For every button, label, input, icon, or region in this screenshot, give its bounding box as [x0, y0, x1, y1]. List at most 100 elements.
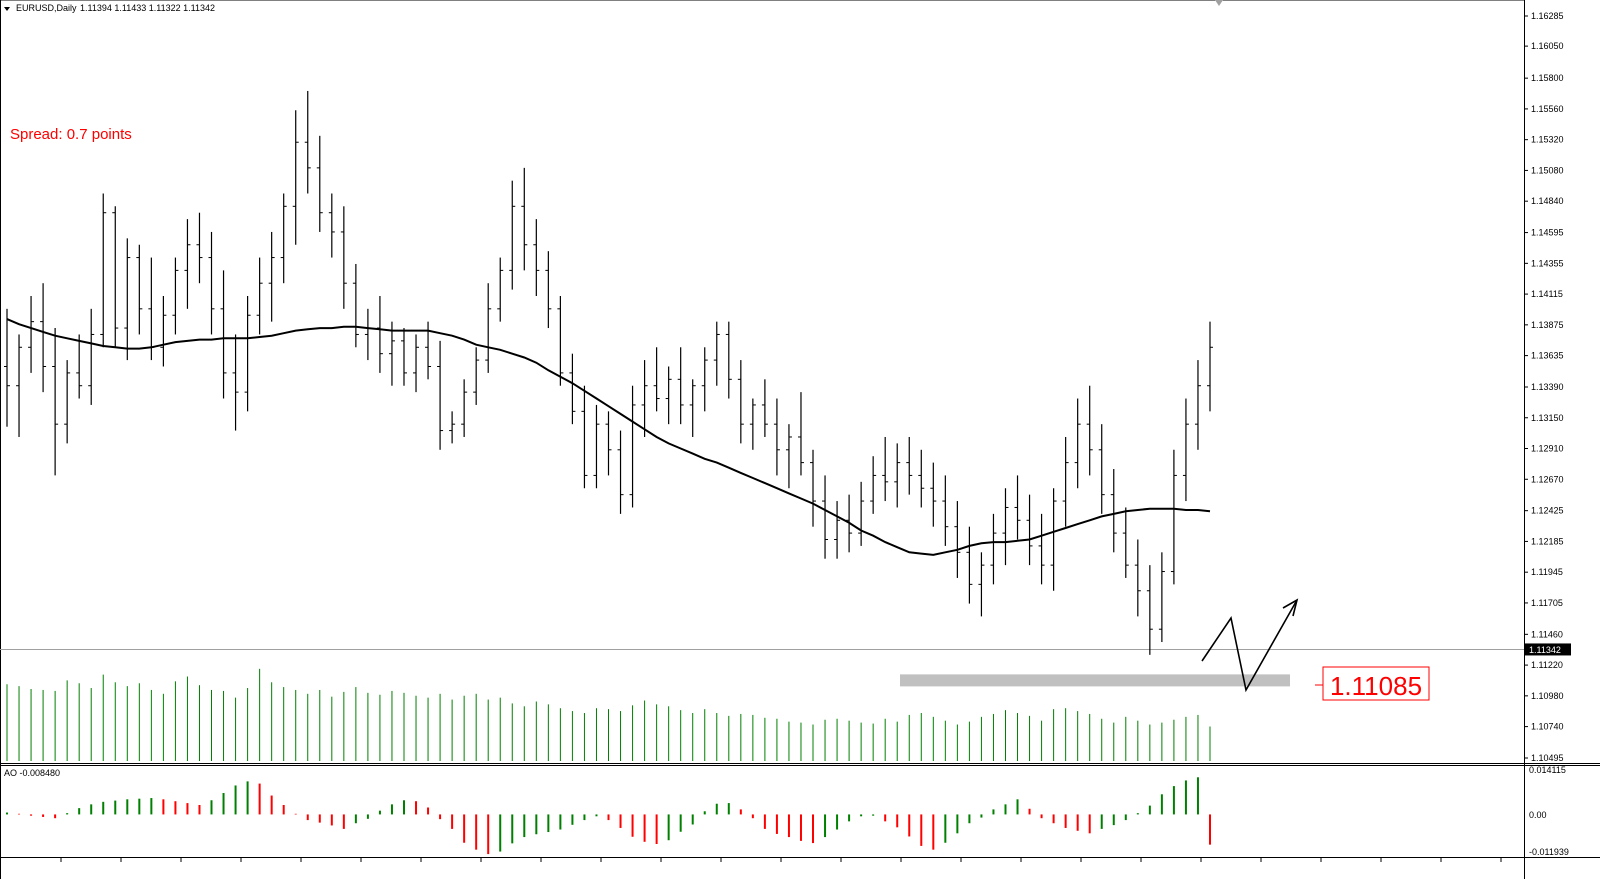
ohlc-bar — [1038, 513, 1045, 585]
ohlc-bar — [641, 360, 648, 437]
indicator-label: AO -0.008480 — [4, 768, 60, 778]
ohlc-bar — [100, 193, 107, 348]
ohlc-bar — [882, 436, 889, 502]
ohlc-bar — [485, 283, 492, 373]
ohlc-bar — [1014, 475, 1021, 540]
ohlc-bar — [256, 257, 263, 335]
price-axis-label: 1.13635 — [1531, 351, 1564, 361]
ohlc-bar — [545, 251, 552, 329]
price-axis-label: 1.14355 — [1531, 258, 1564, 268]
ohlc-bar — [978, 552, 985, 617]
current-price-line: 1.11342 — [0, 643, 1571, 656]
ohlc-bar — [1122, 507, 1129, 578]
price-axis-label: 1.10495 — [1531, 753, 1564, 763]
time-axis[interactable] — [60, 857, 1502, 862]
ao-scale-top: 0.014115 — [1529, 765, 1566, 775]
forecast-arrow-head — [1282, 598, 1299, 617]
ao-bars — [6, 777, 1211, 855]
ohlc-bar — [497, 257, 504, 322]
ohlc-bar — [617, 430, 624, 514]
shift-marker-icon[interactable] — [1215, 0, 1223, 6]
indicator-panel: AO -0.008480 0.014115 0.00 -0.011939 — [4, 765, 1569, 857]
ohlc-bar — [244, 296, 251, 412]
current-price-badge-text: 1.11342 — [1529, 645, 1561, 655]
price-axis-label: 1.12425 — [1531, 506, 1564, 516]
ohlc-bar — [473, 347, 480, 405]
ohlc-bar — [136, 244, 143, 335]
current-price-badge — [1525, 643, 1571, 656]
price-axis-label: 1.11220 — [1531, 660, 1563, 670]
ohlc-bar — [232, 334, 239, 431]
price-axis-label: 1.12910 — [1531, 444, 1564, 454]
ohlc-bar — [581, 385, 588, 489]
ohlc-bar — [437, 340, 444, 450]
price-axis-label: 1.15320 — [1531, 135, 1564, 145]
price-axis-label: 1.16285 — [1531, 11, 1564, 21]
price-axis-label: 1.13390 — [1531, 382, 1564, 392]
price-axis-label: 1.13150 — [1531, 413, 1564, 423]
forecast-drawing[interactable] — [1201, 598, 1299, 693]
ohlc-bar — [834, 501, 841, 559]
ohlc-bar — [713, 321, 720, 386]
ohlc-bar — [1207, 321, 1213, 412]
ohlc-bar — [64, 360, 71, 444]
ohlc-bar — [196, 212, 203, 284]
dropdown-triangle-icon[interactable] — [4, 7, 10, 11]
ohlc-bar — [88, 308, 95, 405]
ohlc-bar — [701, 347, 708, 412]
ohlc-bar — [328, 193, 335, 258]
ohlc-bar — [1110, 469, 1117, 553]
ohlc-bar — [797, 392, 804, 476]
ohlc-bar — [304, 90, 311, 194]
ohlc-bar — [749, 398, 756, 450]
indicator-axis: 0.014115 0.00 -0.011939 — [1529, 765, 1569, 857]
volume-bars — [6, 668, 1211, 761]
ao-scale-bottom: -0.011939 — [1529, 847, 1569, 857]
ohlc-bar — [124, 238, 131, 361]
ohlc-bar — [689, 379, 696, 437]
ohlc-bar — [316, 135, 323, 232]
ohlc-bar — [112, 206, 119, 348]
price-axis-label: 1.10740 — [1531, 722, 1564, 732]
spread-label: Spread: 0.7 points — [10, 126, 132, 143]
price-axis-label: 1.13875 — [1531, 320, 1564, 330]
price-axis[interactable]: 1.16285 1.16050 1.15800 1.15560 1.15320 1.150… — [1524, 11, 1564, 763]
ohlc-bar — [930, 462, 937, 527]
ohlc-bar — [1194, 360, 1201, 450]
ohlc-bar — [1074, 398, 1081, 489]
ohlc-bar — [509, 180, 516, 290]
ohlc-bar — [990, 513, 997, 585]
ohlc-bar — [1182, 398, 1189, 502]
ohlc-bar — [52, 328, 59, 476]
ohlc-bar — [1170, 449, 1177, 585]
ohlc-bar — [918, 449, 925, 508]
ohlc-bar — [184, 219, 191, 309]
ohlc-bar — [76, 334, 83, 399]
ohlc-bar — [340, 206, 347, 309]
moving-average-group — [6, 318, 1211, 556]
price-axis-label: 1.12185 — [1531, 536, 1564, 546]
ohlc-bar — [858, 481, 865, 546]
ohlc-bar — [822, 475, 829, 559]
target-price-label[interactable]: 1.11085 — [1315, 666, 1430, 701]
ohlc-bar — [352, 263, 359, 348]
price-axis-label: 1.14840 — [1531, 196, 1564, 206]
ohlc-bar — [280, 193, 287, 284]
forecast-zigzag — [1201, 599, 1298, 693]
price-axis-label: 1.11460 — [1531, 629, 1563, 639]
ohlc-bar — [1134, 539, 1141, 617]
price-axis-label: 1.11945 — [1531, 567, 1563, 577]
ohlc-bar — [1062, 436, 1069, 527]
ohlc-readout: 1.11394 1.11433 1.11322 1.11342 — [80, 3, 215, 13]
ohlc-bar — [593, 404, 600, 489]
window-title: EURUSD,Daily — [16, 3, 77, 13]
ohlc-bar — [28, 296, 35, 373]
ohlc-bar — [449, 411, 456, 444]
ohlc-bar — [1050, 488, 1057, 591]
ohlc-bar — [172, 257, 179, 335]
ohlc-bar — [557, 296, 564, 386]
ohlc-bar — [4, 308, 10, 427]
